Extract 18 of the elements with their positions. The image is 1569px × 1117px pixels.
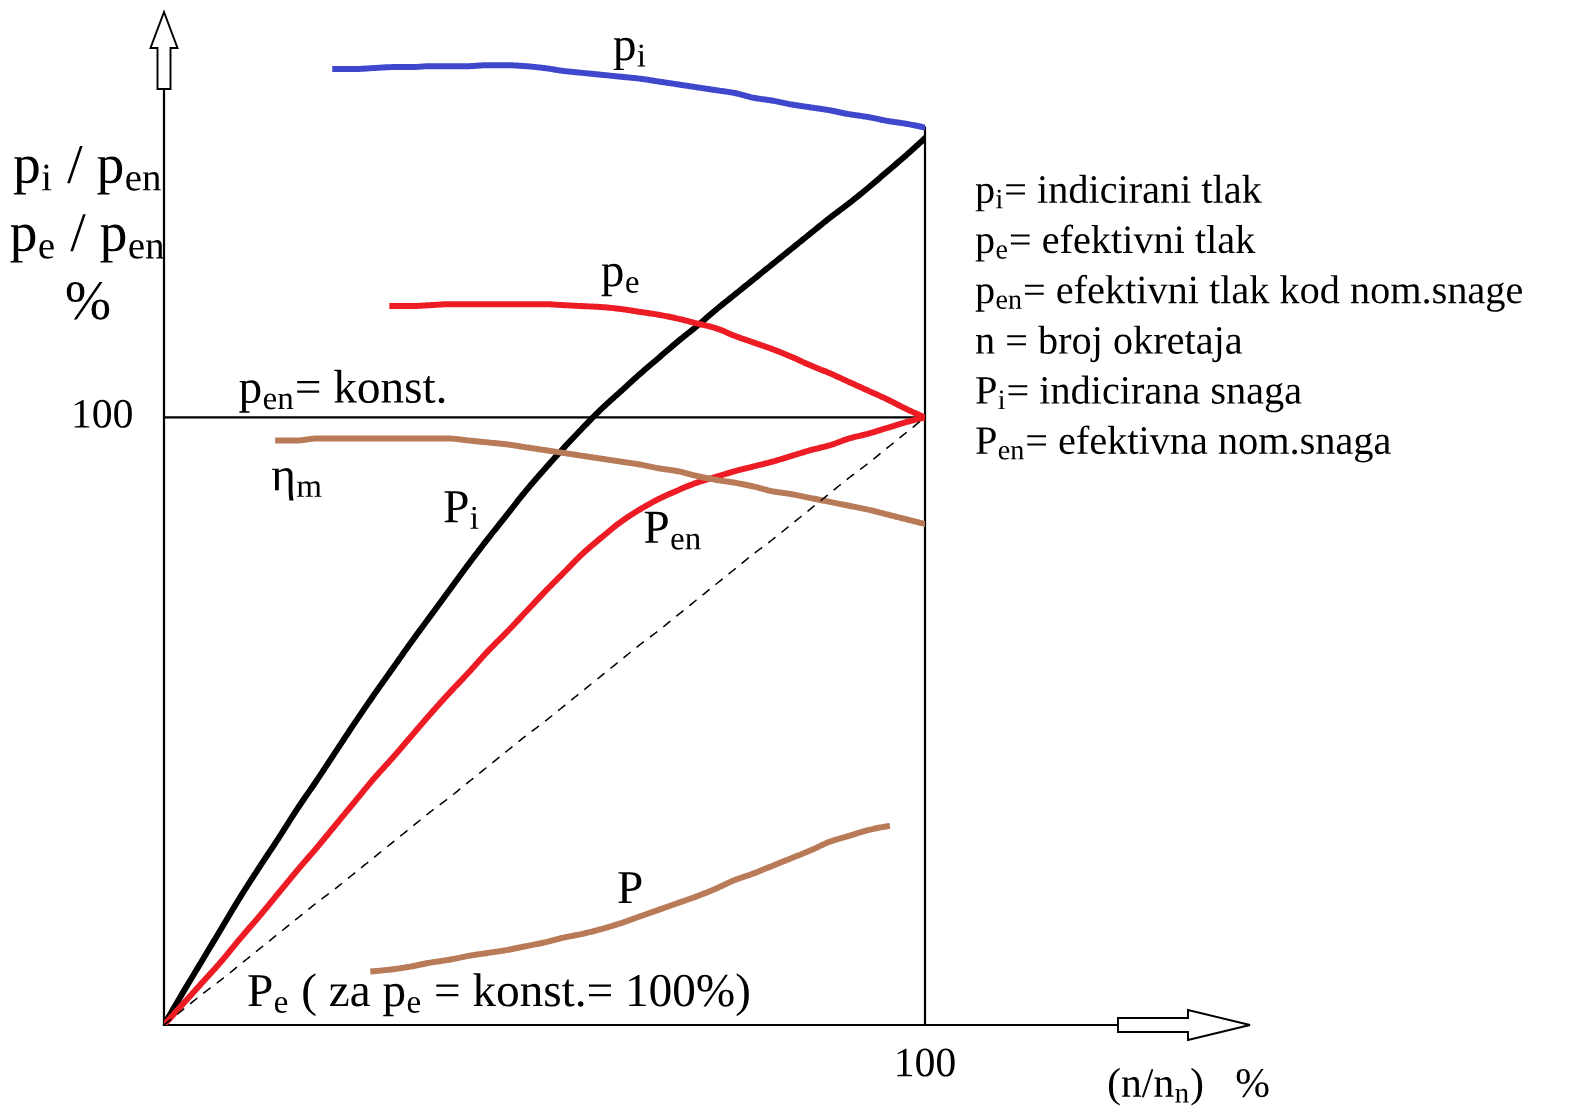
text: p$_{i}$ / p$_{en}$ p$_{e}$ / p$_{en}$ % [10, 146, 164, 320]
series-label: η$_{m}$ [271, 468, 322, 501]
text: 100 [74, 399, 132, 428]
text: n = broj okretaja [975, 325, 1243, 363]
text: P$_{i}$= indicirana snaga [976, 375, 1302, 413]
ref-line-label: p$_{en}$= konst. [239, 369, 445, 413]
series-label: P$_{en}$ [644, 511, 701, 550]
text: p$_{e}$= efektivni tlak [975, 224, 1256, 262]
series-label: p$_{i}$ [613, 37, 646, 71]
series-label: p$_{e}$ [601, 263, 639, 297]
text: p$_{i}$= indicirani tlak [975, 174, 1262, 212]
series-label: P [618, 872, 642, 904]
text: 100 [897, 1048, 955, 1077]
series-label: P$_{e}$ ( za p$_{e}$ = konst.= 100%) [248, 973, 749, 1017]
text: p$_{en}$= efektivni tlak kod nom.snage [975, 274, 1522, 312]
series-label: P$_{i}$ [444, 491, 479, 529]
text: P$_{en}$= efektivna nom.snaga [976, 425, 1391, 463]
x-axis-title: (n/n$_{n}$) % [1108, 1067, 1269, 1106]
